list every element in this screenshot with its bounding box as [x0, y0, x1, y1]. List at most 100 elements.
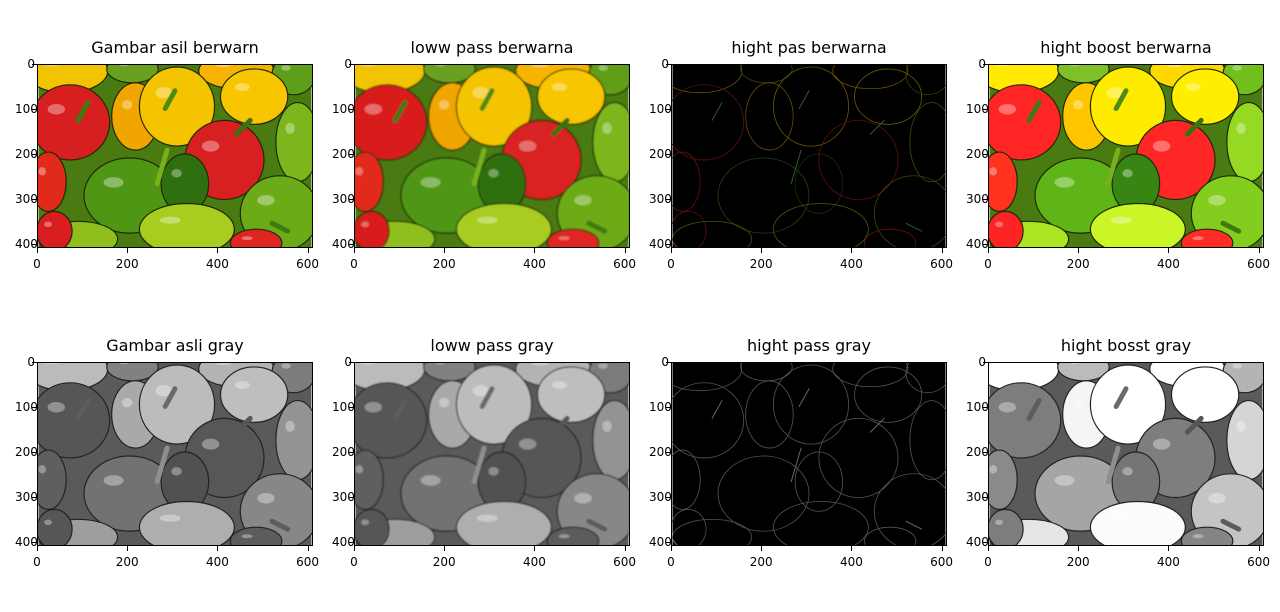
pepper-stem: [233, 117, 253, 137]
pepper-highlight: [995, 221, 1004, 228]
y-tick-label: 100: [332, 400, 355, 415]
pepper: [832, 363, 909, 388]
pepper: [672, 65, 743, 94]
y-tick-mark: [666, 362, 671, 363]
pepper-stem: [233, 415, 253, 435]
subplot-highboost-gray: hight bosst gray 0 100 200 300 400 0 200 400 600: [966, 336, 1270, 568]
pepper-highlight: [420, 475, 441, 486]
pepper-stem: [471, 445, 487, 485]
pepper-highlight: [531, 65, 549, 68]
pepper-stem: [790, 447, 802, 483]
pepper-highlight: [1236, 420, 1246, 432]
x-tick-mark: [988, 546, 989, 551]
x-tick-mark: [988, 248, 989, 253]
y-tick-mark: [32, 497, 37, 499]
pepper: [355, 151, 384, 212]
pepper-highlight: [1192, 534, 1204, 539]
y-tick-label: 200: [15, 147, 38, 162]
pepper: [229, 228, 283, 247]
pepper-highlight: [438, 99, 450, 110]
pepper-highlight: [364, 401, 383, 413]
pepper: [355, 210, 390, 247]
pepper-highlight: [171, 467, 182, 476]
image-lowpass-color: [354, 64, 630, 248]
y-tick-label: 400: [966, 237, 989, 252]
pepper: [772, 66, 849, 147]
x-tick-mark: [1168, 248, 1170, 253]
x-tick-label: 0: [350, 257, 358, 271]
pepper-group: [989, 363, 1263, 545]
pepper-highlight: [214, 65, 232, 68]
pepper-stem: [75, 398, 91, 421]
pepper: [864, 526, 917, 545]
image-highboost-gray: [988, 362, 1264, 546]
y-tick-mark: [349, 244, 354, 246]
pepper-highlight: [361, 221, 370, 228]
x-tick-mark: [941, 546, 943, 551]
pepper: [672, 220, 753, 247]
pepper-highlight: [488, 467, 499, 476]
y-tick-label: 400: [966, 535, 989, 550]
x-tick-label: 200: [1066, 555, 1090, 569]
pepper-highlight: [435, 65, 446, 67]
pepper-highlight: [989, 465, 998, 474]
y-tick-label: 100: [649, 400, 672, 415]
x-tick-mark: [761, 248, 763, 253]
x-tick-mark: [671, 248, 672, 253]
y-tick-label: 200: [649, 445, 672, 460]
x-tick-label: 600: [613, 555, 637, 569]
pepper-stem: [905, 520, 923, 530]
peppers-image: [355, 65, 629, 247]
y-tick-label: 100: [966, 102, 989, 117]
pepper-highlight: [155, 87, 173, 99]
pepper-stem: [154, 147, 170, 187]
image-highpass-gray: [671, 362, 947, 546]
pepper-highlight: [551, 381, 567, 389]
pepper-highlight: [355, 167, 364, 176]
pepper-stem: [1184, 117, 1204, 137]
pepper: [1170, 366, 1240, 423]
pepper-highlight: [1069, 363, 1080, 365]
y-tick-mark: [349, 109, 354, 111]
y-tick-label: 200: [966, 147, 989, 162]
x-tick-label: 600: [930, 257, 954, 271]
pepper: [38, 84, 111, 161]
y-tick-label: 200: [966, 445, 989, 460]
pepper-stem: [1105, 445, 1121, 485]
pepper-highlight: [1122, 169, 1133, 178]
x-tick-label: 200: [432, 257, 456, 271]
pepper-highlight: [44, 363, 60, 365]
pepper: [138, 66, 216, 147]
pepper-stem: [798, 388, 810, 408]
pepper-highlight: [285, 122, 295, 134]
pepper: [672, 211, 707, 247]
x-tick-label: 600: [930, 555, 954, 569]
pepper-highlight: [1106, 87, 1124, 99]
peppers-image: [38, 363, 312, 545]
pepper-highlight: [1185, 381, 1201, 389]
pepper: [989, 84, 1062, 161]
pepper-group: [355, 363, 629, 545]
x-tick-label: 600: [296, 555, 320, 569]
pepper-highlight: [1192, 236, 1204, 241]
y-tick-label: 300: [332, 192, 355, 207]
pepper: [905, 363, 946, 394]
x-tick-mark: [307, 546, 309, 551]
subplot-title: hight pas berwarna: [731, 38, 887, 57]
pepper-highlight: [257, 194, 275, 206]
pepper-stem: [1026, 100, 1042, 123]
pepper-highlight: [121, 99, 133, 110]
y-tick-mark: [666, 244, 671, 246]
pepper-group: [38, 363, 312, 545]
pepper-highlight: [201, 438, 220, 450]
pepper-highlight: [103, 177, 124, 188]
pepper-highlight: [44, 221, 53, 228]
pepper: [219, 366, 289, 423]
pepper: [672, 449, 701, 510]
peppers-image: [672, 363, 946, 545]
peppers-image: [38, 65, 312, 247]
pepper: [854, 366, 923, 423]
image-background: [672, 65, 946, 247]
x-tick-mark: [444, 248, 446, 253]
pepper: [818, 119, 899, 200]
